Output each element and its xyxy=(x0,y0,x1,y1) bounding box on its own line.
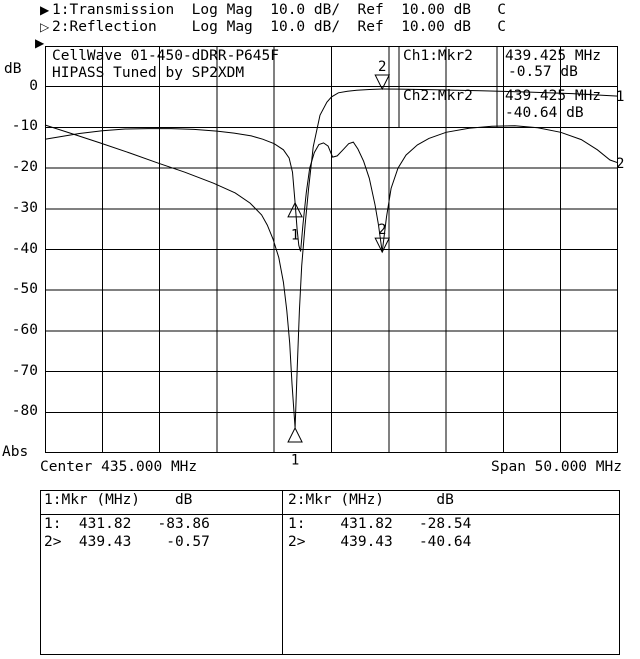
plot-title-line1: CellWave 01-450-dDRR-P645F xyxy=(52,48,279,64)
marker-2-reflection-triangle xyxy=(374,237,391,254)
ch1-marker-freq: 439.425 MHz xyxy=(505,48,602,64)
marker-table-left-row2: 2> 439.43 -0.57 xyxy=(44,534,210,550)
marker-table xyxy=(40,490,620,655)
plot-area: 1 2 1 2 1 2 xyxy=(44,46,624,469)
marker-table-right-header: 2:Mkr (MHz) dB xyxy=(288,492,454,508)
marker-table-header-rule xyxy=(40,514,620,515)
y-tick-m20: -20 xyxy=(11,159,38,175)
marker-table-right-row1: 1: 431.82 -28.54 xyxy=(288,516,472,532)
y-axis-bottom-label: Abs xyxy=(2,444,29,460)
trace2-status-line: 2:Reflection Log Mag 10.0 dB/ Ref 10.00 … xyxy=(52,19,506,35)
trace-transmission xyxy=(44,88,619,429)
trace2-inactive-arrow-icon: ▷ xyxy=(40,20,50,34)
trace1-end-label: 1 xyxy=(616,89,624,105)
trace1-status-line: 1:Transmission Log Mag 10.0 dB/ Ref 10.0… xyxy=(52,2,506,18)
y-tick-m30: -30 xyxy=(11,200,38,216)
marker-table-left-header: 1:Mkr (MHz) dB xyxy=(44,492,193,508)
marker-2-transmission-triangle xyxy=(374,74,391,91)
marker-table-divider xyxy=(282,490,283,655)
ch2-marker-label: Ch2:Mkr2 xyxy=(403,88,473,104)
ch2-marker-freq: 439.425 MHz xyxy=(505,88,602,104)
y-axis-unit-label: dB xyxy=(4,61,22,77)
ref-position-arrow-icon: ▶ xyxy=(35,36,45,50)
y-tick-m50: -50 xyxy=(11,281,38,297)
trace-reflection xyxy=(44,125,619,253)
trace2-end-label: 2 xyxy=(616,156,624,172)
ch1-marker-value: -0.57 dB xyxy=(508,64,578,80)
marker-1-reflection-triangle xyxy=(287,201,303,218)
ch1-marker-label: Ch1:Mkr2 xyxy=(403,48,473,64)
y-tick-0: 0 xyxy=(29,78,38,94)
plot-title-line2: HIPASS Tuned by SP2XDM xyxy=(52,65,245,81)
y-tick-m40: -40 xyxy=(11,241,38,257)
plot-border xyxy=(45,46,618,453)
y-tick-m70: -70 xyxy=(11,363,38,379)
marker-table-left-row1: 1: 431.82 -83.86 xyxy=(44,516,210,532)
ch2-marker-value: -40.64 dB xyxy=(505,105,584,121)
marker-2-reflection-label: 2 xyxy=(378,222,386,238)
y-tick-m60: -60 xyxy=(11,322,38,338)
center-frequency-label: Center 435.000 MHz xyxy=(40,459,198,475)
span-label: Span 50.000 MHz xyxy=(491,459,622,475)
y-tick-m10: -10 xyxy=(11,118,38,134)
marker-1-transmission-label: 1 xyxy=(291,453,299,469)
marker-1-reflection-label: 1 xyxy=(291,227,299,243)
marker-table-right-row2: 2> 439.43 -40.64 xyxy=(288,534,472,550)
y-tick-m80: -80 xyxy=(11,403,38,419)
marker-2-transmission-label: 2 xyxy=(378,59,386,75)
marker-1-transmission-triangle xyxy=(287,426,303,443)
trace1-active-arrow-icon: ▶ xyxy=(40,3,50,17)
